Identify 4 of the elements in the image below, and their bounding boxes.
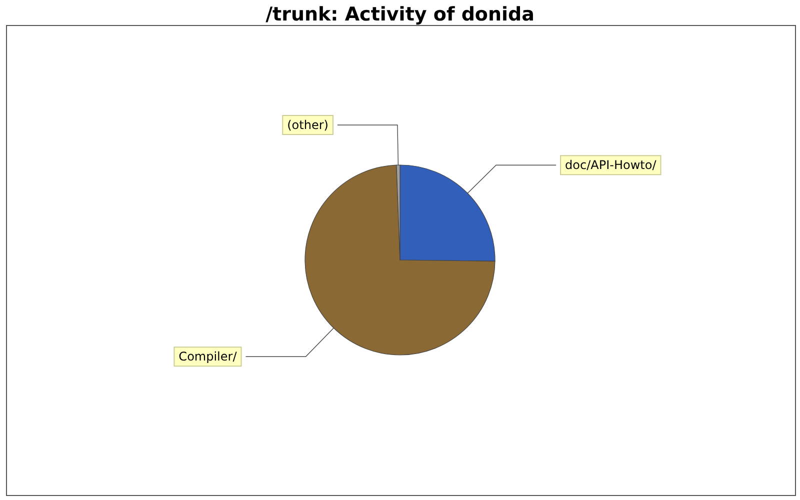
chart-title: /trunk: Activity of donida [266,4,534,26]
slice-label: (other) [287,118,328,132]
slice-label: Compiler/ [178,350,238,364]
slice-label: doc/API-Howto/ [565,158,658,172]
